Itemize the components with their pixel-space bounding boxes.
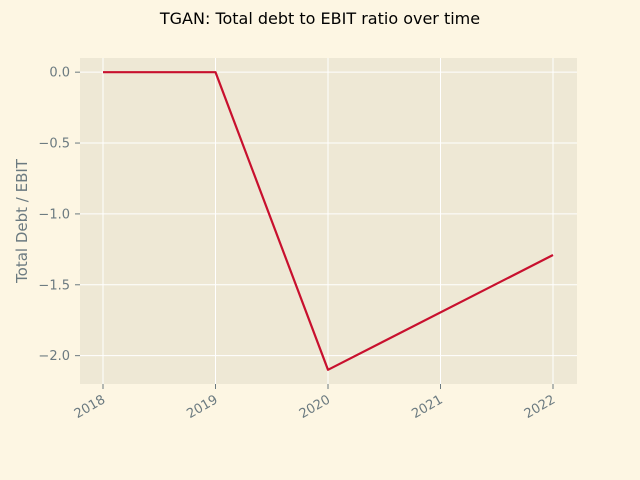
y-axis: 0.0 −0.5 −1.0 −1.5 −2.0 <box>38 66 80 364</box>
chart-title: TGAN: Total debt to EBIT ratio over time <box>159 9 480 28</box>
y-tick-label: 0.0 <box>49 66 70 81</box>
y-tick-label: −0.5 <box>38 137 70 152</box>
y-axis-label: Total Debt / EBIT <box>13 158 31 284</box>
y-tick-label: −2.0 <box>38 349 70 364</box>
y-tick-label: −1.5 <box>38 278 70 293</box>
series-line <box>103 71 554 371</box>
y-tick-label: −1.0 <box>38 207 70 222</box>
